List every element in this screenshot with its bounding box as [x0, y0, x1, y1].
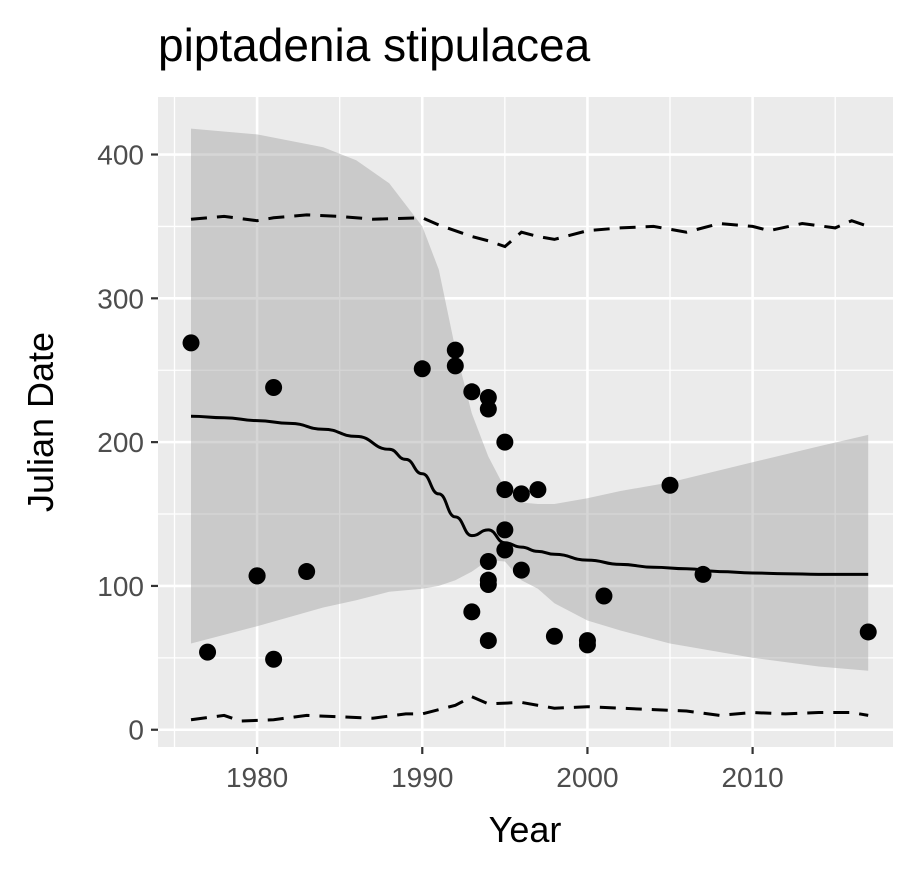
data-point	[595, 587, 613, 605]
data-point	[859, 623, 877, 641]
x-axis-title: Year	[489, 809, 562, 850]
confidence-band	[191, 128, 869, 671]
x-tick-label: 2000	[556, 762, 618, 793]
x-tick-label: 1980	[226, 762, 288, 793]
data-point	[479, 576, 497, 593]
data-point	[248, 567, 266, 585]
data-point	[578, 636, 596, 654]
data-point	[661, 476, 679, 494]
data-point	[463, 603, 481, 621]
y-axis-title: Julian Date	[20, 332, 61, 512]
data-point	[479, 632, 497, 650]
data-points	[182, 334, 877, 668]
data-point	[496, 541, 514, 559]
y-tick-label: 400	[97, 140, 144, 171]
data-point	[512, 485, 530, 503]
data-point	[529, 481, 547, 499]
data-point	[265, 378, 283, 396]
data-point	[199, 643, 217, 661]
lower-quantile-line	[190, 695, 869, 723]
data-point	[496, 433, 514, 451]
data-point	[479, 400, 497, 418]
data-point	[545, 627, 563, 645]
chart-title: piptadenia stipulacea	[158, 19, 591, 71]
upper-quantile-line	[190, 213, 869, 249]
data-point	[298, 563, 316, 581]
data-point	[463, 383, 481, 401]
data-point	[496, 521, 514, 539]
data-point	[265, 650, 283, 668]
x-tick-label: 1990	[391, 762, 453, 793]
y-tick-label: 300	[97, 283, 144, 314]
x-tick-label: 2010	[721, 762, 783, 793]
y-tick-label: 100	[97, 571, 144, 602]
data-point	[512, 561, 530, 579]
y-axis: 0 100 200 300 400	[97, 140, 158, 746]
data-point	[413, 360, 431, 378]
y-tick-label: 200	[97, 427, 144, 458]
x-axis: 1980 1990 2000 2010	[226, 747, 784, 793]
data-point	[446, 341, 464, 359]
data-point	[446, 357, 464, 375]
data-point	[496, 481, 514, 499]
y-tick-label: 0	[128, 715, 144, 746]
fit-line	[190, 414, 869, 576]
data-point	[694, 565, 712, 583]
data-point	[182, 334, 200, 352]
data-point	[479, 552, 497, 570]
